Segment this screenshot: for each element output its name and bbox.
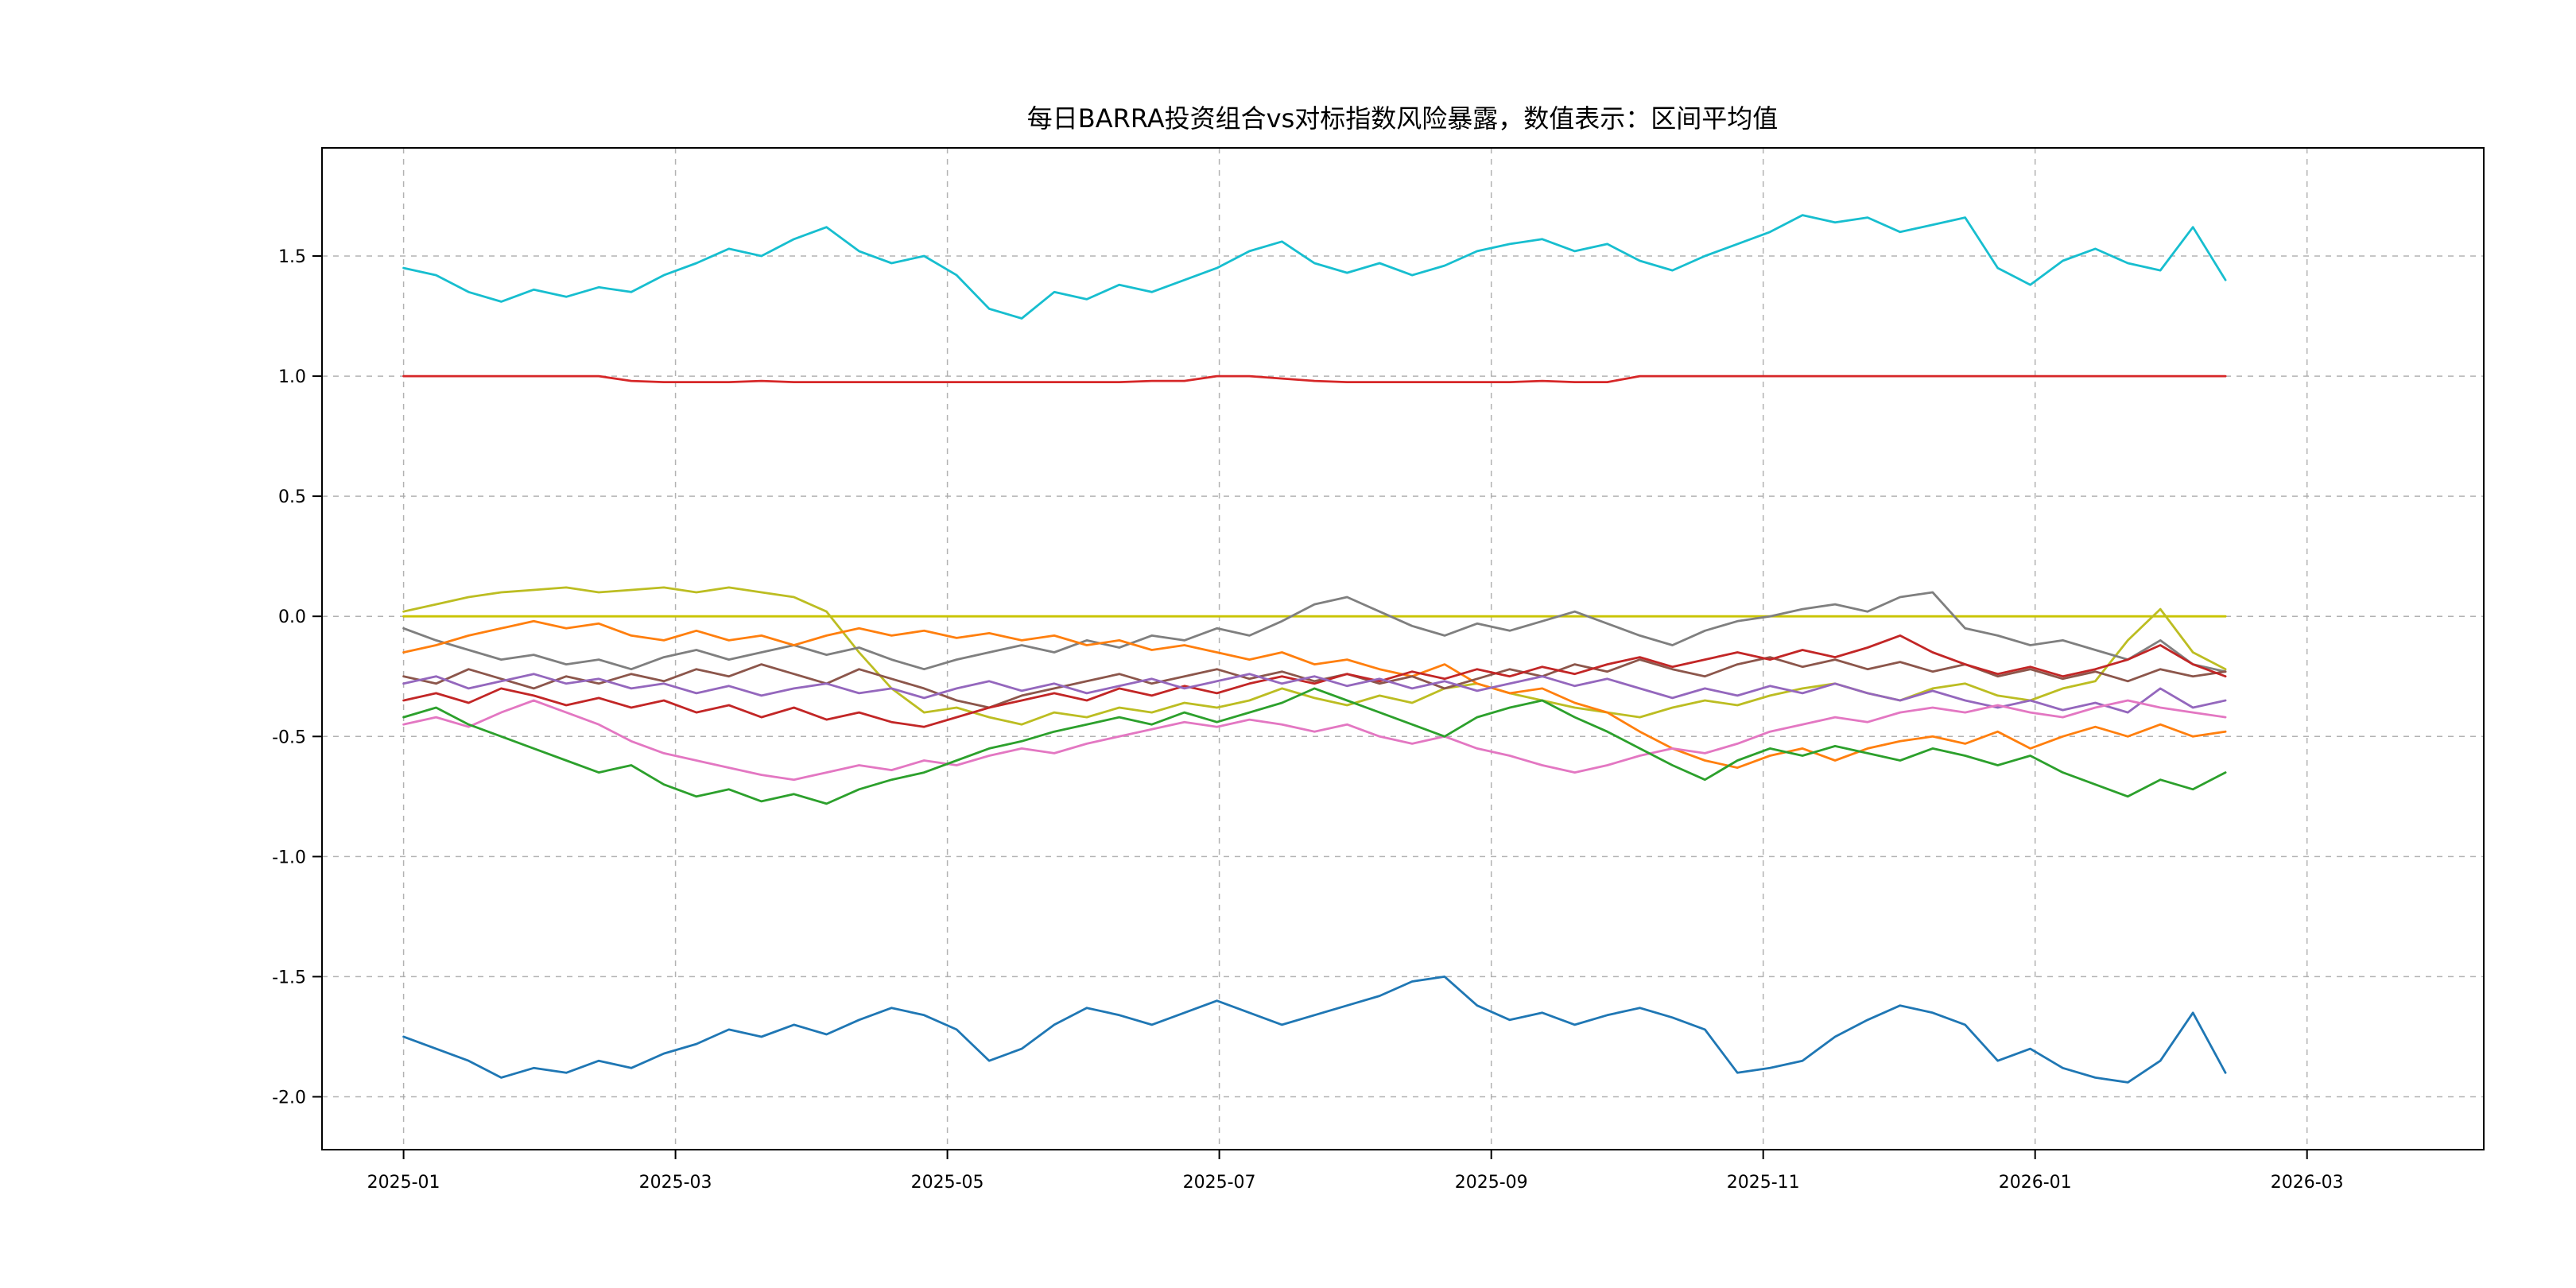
- series-line-gray: [402, 591, 2227, 673]
- y-tick-label: 0.0: [278, 607, 306, 627]
- series-line-green: [402, 687, 2227, 805]
- y-tick-label: 1.5: [278, 247, 306, 267]
- series-line-blue-lower-band: [402, 976, 2227, 1084]
- series-line-purple: [402, 673, 2227, 714]
- x-tick-label: 2026-01: [1999, 1173, 2072, 1193]
- y-tick-label: -0.5: [272, 727, 306, 747]
- x-tick-label: 2025-01: [367, 1173, 440, 1193]
- x-tick-label: 2025-11: [1727, 1173, 1800, 1193]
- series-line-dark-red-wandering: [402, 634, 2227, 728]
- y-tick-label: -1.5: [272, 968, 306, 987]
- series-line-cyan-upper-band: [402, 214, 2227, 320]
- y-tick-label: 0.5: [278, 487, 306, 507]
- plot-border: [321, 147, 2485, 1150]
- series-line-pink: [402, 699, 2227, 782]
- series-line-brown: [402, 656, 2227, 709]
- y-tick-label: 1.0: [278, 367, 306, 387]
- series-line-orange: [402, 619, 2227, 769]
- x-tick-label: 2026-03: [2271, 1173, 2344, 1193]
- y-tick-label: -2.0: [272, 1088, 306, 1108]
- tick-layer: 2025-01 2025-03 2025-05 2025-07 2025-09 2025-…: [272, 247, 2344, 1193]
- grid-layer: [322, 148, 2484, 1150]
- y-tick-label: -1.0: [272, 848, 306, 867]
- series-layer: [402, 214, 2227, 1084]
- series-line-red-flat-at-one: [402, 374, 2227, 384]
- chart-title: 每日BARRA投资组合vs对标指数风险暴露，数值表示：区间平均值: [1027, 103, 1779, 134]
- x-tick-label: 2025-03: [639, 1173, 712, 1193]
- x-tick-label: 2025-09: [1455, 1173, 1528, 1193]
- x-tick-label: 2025-05: [911, 1173, 984, 1193]
- x-tick-label: 2025-07: [1183, 1173, 1256, 1193]
- series-line-olive-wandering: [402, 586, 2227, 726]
